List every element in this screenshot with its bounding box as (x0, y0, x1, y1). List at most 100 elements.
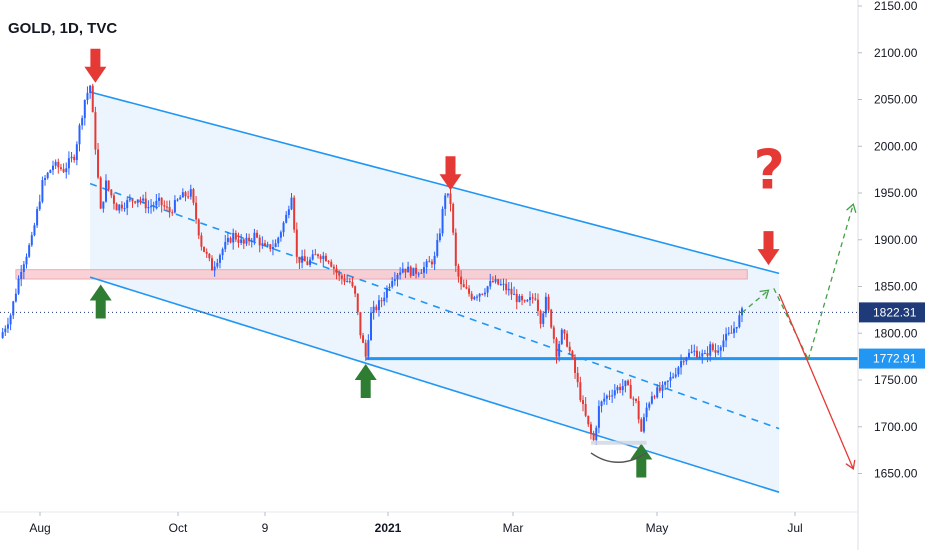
candle-body (717, 350, 720, 353)
candle-body (359, 312, 362, 336)
markers (84, 48, 780, 478)
candle-body (12, 301, 15, 316)
candle-body (356, 293, 359, 313)
candle-body (635, 398, 637, 401)
candle-body (741, 308, 743, 316)
candle-body (59, 167, 62, 169)
candle-body (513, 293, 516, 295)
candle-body (542, 313, 545, 324)
candle-body (674, 374, 677, 377)
candle-body (327, 261, 330, 263)
candle-body (385, 287, 388, 298)
candle-body (621, 386, 624, 391)
candle-body (240, 239, 243, 243)
candle-body (136, 199, 139, 203)
candle-body (563, 329, 566, 334)
candle-body (123, 208, 126, 210)
candle-body (192, 189, 195, 203)
question-mark: ? (754, 138, 785, 201)
x-tick-label: 2021 (375, 521, 402, 535)
candle-body (566, 333, 569, 347)
current-price-tag (859, 302, 925, 323)
candle-body (256, 232, 259, 238)
plot-area: ? (0, 48, 858, 493)
candle-body (452, 204, 455, 233)
candle-body (317, 254, 319, 257)
candle-body (340, 275, 343, 279)
candle-body (454, 232, 457, 266)
candle-body (33, 225, 36, 236)
candle-body (346, 281, 349, 283)
candle-body (203, 246, 206, 252)
x-tick-label: 9 (262, 521, 269, 535)
candle-body (653, 396, 656, 398)
candle-body (706, 353, 709, 356)
candle-body (301, 256, 304, 263)
candle-body (332, 266, 335, 269)
candle-body (465, 287, 468, 289)
candle-body (94, 112, 97, 150)
y-tick-label: 1950.00 (874, 186, 918, 200)
candle-body (195, 202, 198, 220)
candle-body (430, 261, 433, 265)
candle-body (735, 326, 738, 329)
candle-body (733, 328, 736, 334)
x-tick-label: Mar (503, 521, 524, 535)
candle-body (200, 235, 203, 247)
candle-body (428, 261, 431, 263)
candle-body (711, 344, 714, 350)
candle-body (181, 192, 184, 198)
candle-body (110, 189, 113, 196)
candle-body (306, 261, 309, 265)
candle-body (338, 272, 341, 276)
candle-body (555, 338, 558, 357)
candle-body (680, 361, 683, 368)
resistance-zone[interactable] (15, 269, 748, 280)
candle-body (351, 281, 354, 287)
candle-body (282, 222, 285, 233)
candle-body (526, 300, 529, 302)
candle-body (476, 296, 478, 298)
candle-body (38, 201, 41, 210)
candle-body (176, 199, 179, 201)
candle-body (388, 286, 391, 288)
candle-body (645, 407, 648, 418)
y-tick-label: 1900.00 (874, 233, 918, 247)
candle-body (409, 266, 412, 276)
candle-body (650, 396, 653, 404)
projection-arrowhead (845, 459, 856, 470)
candle-body (197, 219, 200, 236)
y-tick-label: 1850.00 (874, 280, 918, 294)
candle-body (173, 200, 176, 213)
projection-arrowhead (846, 203, 857, 214)
candle-body (632, 398, 635, 400)
candle-body (486, 286, 489, 293)
candle-body (658, 387, 661, 391)
chart-title: GOLD, 1D, TVC (8, 20, 118, 37)
candle-body (150, 206, 153, 208)
candle-body (608, 395, 611, 397)
candle-body (441, 208, 444, 234)
candle-body (552, 327, 555, 339)
y-tick-label: 2100.00 (874, 46, 918, 60)
candle-body (131, 199, 134, 202)
candle-body (218, 255, 221, 263)
candle-body (9, 315, 12, 325)
x-axis: Aug Oct 9 2021 Mar May Jul (0, 511, 858, 535)
channel-line-0 (89, 91, 780, 275)
candle-body (253, 232, 256, 241)
candle-body (725, 333, 728, 341)
candle-body (502, 283, 505, 285)
candle-body (75, 144, 78, 161)
candle-body (507, 288, 510, 291)
candle-body (107, 180, 110, 190)
red-down-arrow (757, 231, 780, 266)
candle-body (179, 197, 182, 200)
candle-body (438, 233, 441, 241)
candle-body (184, 192, 187, 197)
red-down-arrow (439, 156, 462, 191)
candle-body (595, 427, 598, 441)
candle-body (669, 377, 672, 381)
candle-body (211, 258, 213, 271)
